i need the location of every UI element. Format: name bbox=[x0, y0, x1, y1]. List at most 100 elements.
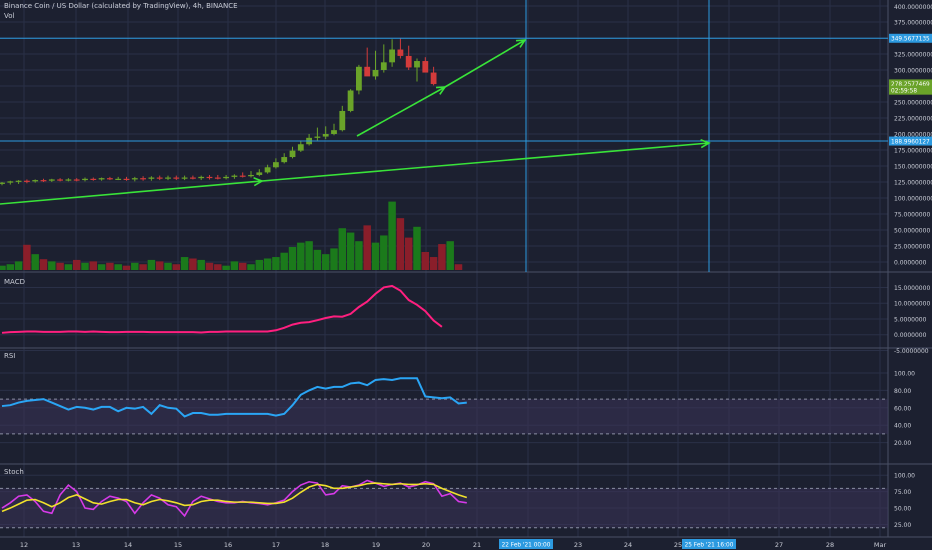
candle-body[interactable] bbox=[173, 177, 180, 179]
price-badge bbox=[889, 85, 932, 95]
price-axis-tick: 325.0000000 bbox=[894, 52, 932, 59]
volume-bars bbox=[0, 201, 463, 270]
candle-body[interactable] bbox=[380, 62, 387, 70]
price-axis-tick: 375.0000000 bbox=[894, 20, 932, 27]
candle-body[interactable] bbox=[123, 178, 130, 180]
volume-bar bbox=[97, 264, 106, 270]
candle-body[interactable] bbox=[397, 49, 404, 56]
price-axis-tick: 150.0000000 bbox=[894, 164, 932, 171]
volume-bar bbox=[222, 265, 230, 270]
candle-body[interactable] bbox=[297, 144, 304, 151]
candle-body[interactable] bbox=[206, 176, 213, 179]
volume-bar bbox=[371, 242, 380, 270]
candle-body[interactable] bbox=[272, 162, 279, 168]
candle-body[interactable] bbox=[73, 179, 80, 181]
rsi-line[interactable] bbox=[1, 377, 467, 418]
candle-body[interactable] bbox=[364, 66, 371, 77]
candle-body[interactable] bbox=[40, 180, 47, 182]
volume-bar bbox=[280, 252, 288, 270]
time-axis-tick: 13 bbox=[72, 541, 80, 549]
candle-body[interactable] bbox=[181, 177, 188, 179]
candle-body[interactable] bbox=[339, 110, 346, 131]
volume-bar bbox=[48, 261, 56, 270]
candle-body[interactable] bbox=[281, 157, 288, 163]
trend-arrow-1[interactable] bbox=[0, 180, 263, 205]
time-axis-tick: 21 bbox=[473, 541, 481, 549]
candle-body[interactable] bbox=[0, 182, 5, 184]
time-axis-tick: 23 bbox=[574, 541, 582, 549]
stoch-axis-tick: 25.00 bbox=[894, 522, 911, 529]
trend-arrow-4[interactable] bbox=[444, 39, 526, 88]
candle-body[interactable] bbox=[389, 49, 396, 63]
candle-body[interactable] bbox=[248, 174, 254, 177]
volume-bar bbox=[31, 254, 39, 270]
candle-body[interactable] bbox=[140, 178, 147, 180]
candle-body[interactable] bbox=[48, 179, 55, 181]
candle-body[interactable] bbox=[156, 177, 163, 179]
macd-label: MACD bbox=[4, 278, 25, 286]
candle-body[interactable] bbox=[90, 178, 97, 180]
candle-body[interactable] bbox=[256, 172, 263, 175]
price-badge-label: 02:59:58 bbox=[891, 88, 917, 94]
candle-body[interactable] bbox=[32, 180, 39, 182]
candle-body[interactable] bbox=[23, 180, 30, 182]
candle-body[interactable] bbox=[355, 66, 362, 91]
candle-body[interactable] bbox=[214, 177, 221, 179]
candle-body[interactable] bbox=[430, 72, 437, 85]
candle-body[interactable] bbox=[347, 90, 354, 111]
candle-body[interactable] bbox=[57, 179, 64, 181]
price-axis-tick: 225.0000000 bbox=[894, 116, 932, 123]
candle-body[interactable] bbox=[165, 177, 171, 179]
candle-body[interactable] bbox=[106, 178, 113, 180]
stoch-d-line[interactable] bbox=[1, 482, 468, 513]
candle-body[interactable] bbox=[115, 178, 122, 180]
volume-bar bbox=[305, 241, 313, 270]
macd-line[interactable] bbox=[1, 284, 443, 334]
price-axis-tick: 300.0000000 bbox=[894, 68, 932, 75]
volume-bar bbox=[238, 262, 247, 270]
candle-body[interactable] bbox=[82, 178, 88, 181]
price-axis-tick: 25.0000000 bbox=[894, 244, 930, 251]
volume-bar bbox=[263, 258, 272, 270]
candlesticks[interactable] bbox=[0, 38, 437, 186]
candle-body[interactable] bbox=[231, 175, 238, 177]
candle-body[interactable] bbox=[223, 176, 230, 179]
candle-body[interactable] bbox=[289, 150, 296, 158]
candle-body[interactable] bbox=[314, 136, 321, 138]
candle-body[interactable] bbox=[7, 181, 14, 183]
volume-bar bbox=[321, 254, 330, 270]
candle-body[interactable] bbox=[65, 179, 72, 181]
candle-body[interactable] bbox=[148, 177, 155, 179]
candle-body[interactable] bbox=[98, 178, 105, 180]
time-axis-tick: 27 bbox=[775, 541, 783, 549]
candle-body[interactable] bbox=[372, 70, 379, 77]
candle-body[interactable] bbox=[131, 178, 138, 180]
macd-axis-tick: 15.0000000 bbox=[894, 285, 930, 292]
candle-body[interactable] bbox=[331, 130, 337, 134]
candle-body[interactable] bbox=[264, 167, 271, 173]
drawings[interactable] bbox=[0, 0, 888, 272]
trend-arrow-3[interactable] bbox=[356, 86, 446, 137]
rsi-pane[interactable] bbox=[1, 377, 467, 418]
candle-body[interactable] bbox=[189, 177, 196, 179]
candle-body[interactable] bbox=[414, 61, 420, 68]
candle-body[interactable] bbox=[405, 55, 412, 68]
candle-body[interactable] bbox=[15, 180, 22, 182]
time-axis-tick: 12 bbox=[20, 541, 28, 549]
stoch-pane[interactable] bbox=[1, 479, 468, 518]
time-axis-tick: 18 bbox=[321, 541, 329, 549]
candle-body[interactable] bbox=[239, 175, 246, 177]
chart-title: Binance Coin / US Dollar (calculated by … bbox=[4, 2, 238, 10]
candle-body[interactable] bbox=[422, 61, 429, 73]
macd-pane[interactable] bbox=[1, 284, 443, 334]
candle-body[interactable] bbox=[198, 176, 205, 179]
candle-body[interactable] bbox=[322, 134, 329, 137]
volume-bar bbox=[313, 249, 322, 270]
price-axis-tick: 175.0000000 bbox=[894, 148, 932, 155]
price-axis-tick: 200.0000000 bbox=[894, 132, 932, 139]
trend-arrow-2[interactable] bbox=[261, 142, 710, 182]
time-axis-tick: 17 bbox=[272, 541, 280, 549]
volume-bar bbox=[114, 264, 122, 270]
volume-bar bbox=[14, 261, 23, 270]
